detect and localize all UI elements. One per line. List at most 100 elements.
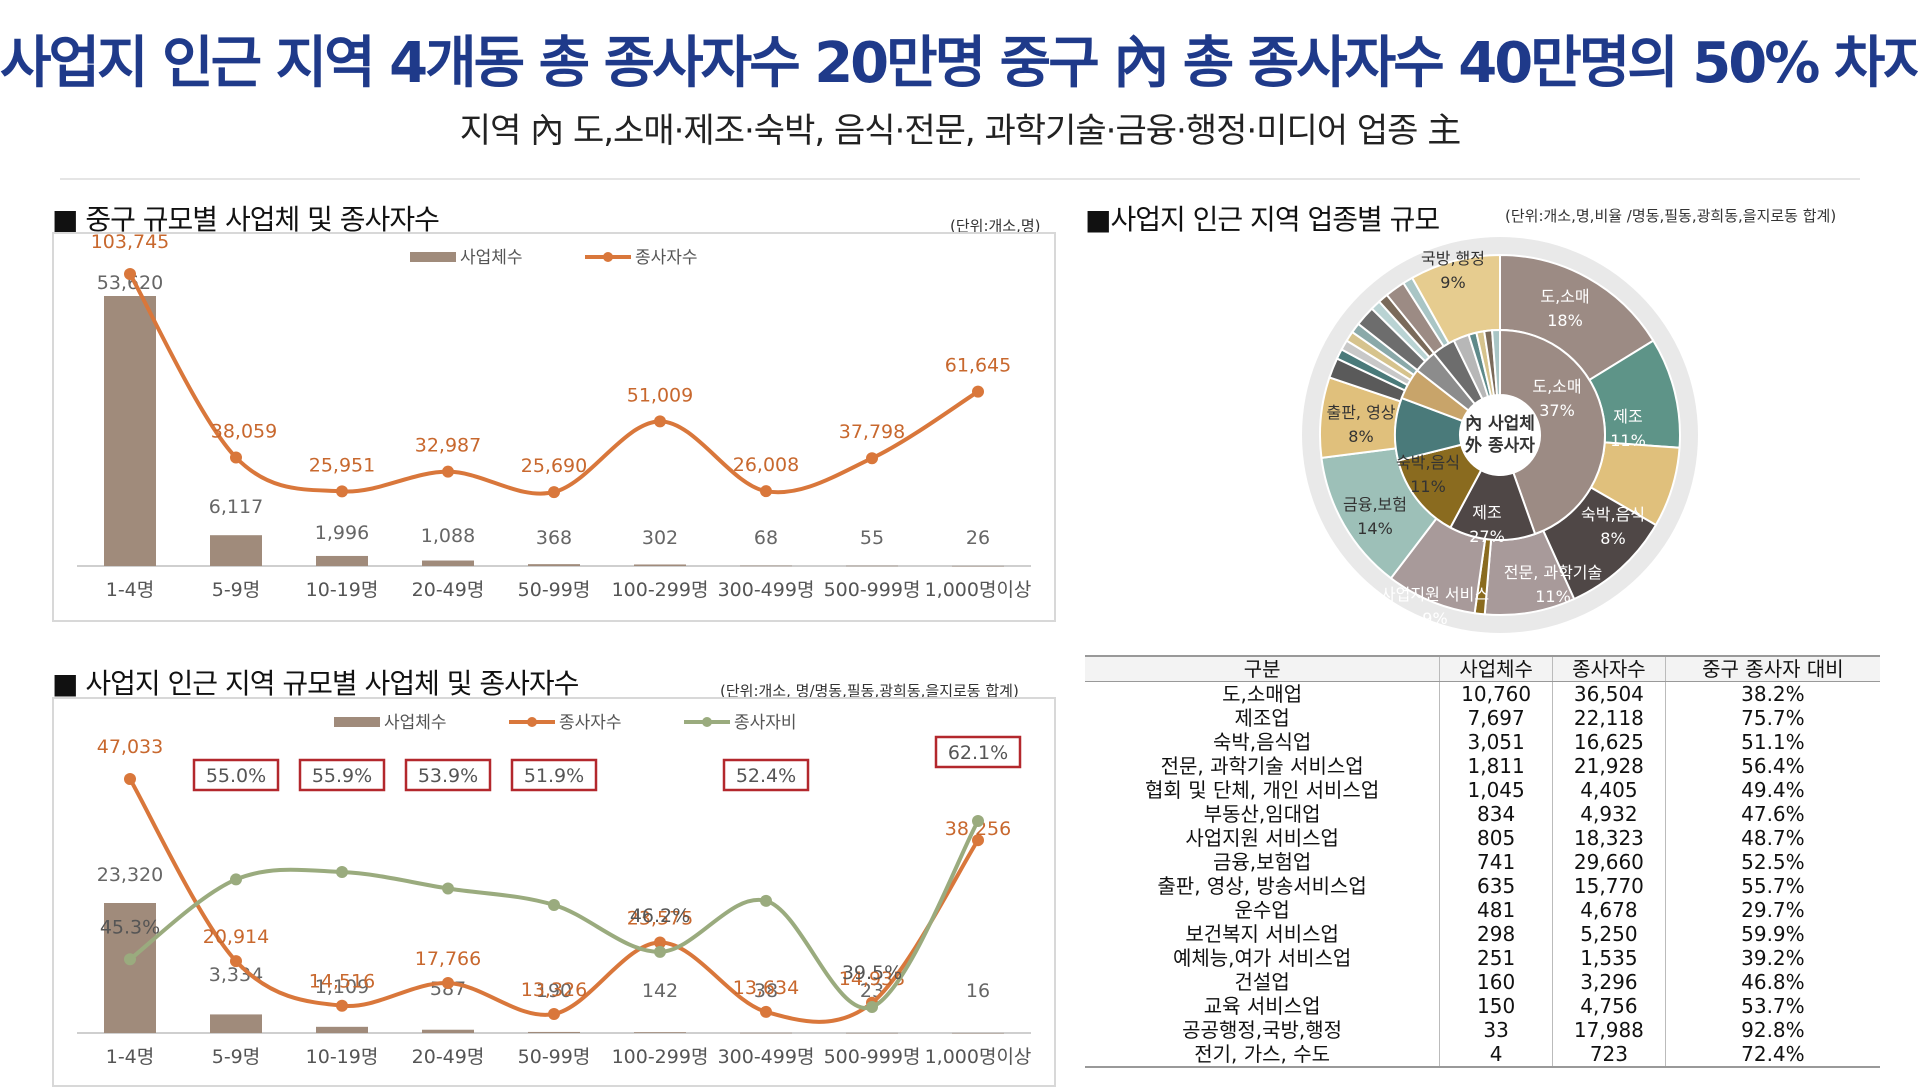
series-point	[548, 1008, 560, 1020]
bar-value-label: 38	[754, 980, 778, 1002]
chart1-svg: 사업체수 종사자수 53,620 6,117 1,996 1,088 368 302 68 55 2…	[77, 231, 1031, 601]
table-cell: 805	[1439, 826, 1554, 850]
table-row: 전문, 과학기술 서비스업 1,811 21,928 56.4%	[1085, 754, 1880, 778]
x-tick-label: 1,000명이상	[925, 1046, 1032, 1068]
table-cell: 4,405	[1552, 778, 1666, 802]
table-cell: 16,625	[1552, 730, 1666, 754]
table-row: 부동산,임대업 834 4,932 47.6%	[1085, 802, 1880, 826]
pie-slice-label: 제조	[1472, 503, 1501, 522]
table-row: 사업지원 서비스업 805 18,323 48.7%	[1085, 826, 1880, 850]
pie-center-label-2: 外 종사자	[1465, 435, 1535, 456]
pie-slice-label: 18%	[1547, 311, 1583, 330]
table-cell: 21,928	[1552, 754, 1666, 778]
bar-value-label: 1,996	[315, 522, 369, 544]
bar-value-label: 16	[966, 980, 990, 1002]
legend-swatch-dot	[702, 717, 712, 727]
bar	[740, 565, 792, 567]
table-cell: 사업지원 서비스업	[1085, 826, 1441, 850]
table-column-header: 구분	[1085, 655, 1441, 682]
series-point	[442, 465, 454, 478]
x-tick-label: 500-999명	[824, 1046, 921, 1068]
table-body: 도,소매업 10,760 36,504 38.2% 제조업 7,697 22,118 75.7…	[1085, 681, 1880, 1068]
series-point	[548, 486, 560, 499]
highlight-box	[722, 758, 810, 792]
x-tick-label: 50-99명	[518, 1046, 591, 1068]
x-tick-label: 50-99명	[518, 579, 591, 601]
table-row: 협회 및 단체, 개인 서비스업 1,045 4,405 49.4%	[1085, 778, 1880, 802]
pie-slice-label: 도,소매	[1540, 287, 1589, 306]
bar-value-label: 26	[966, 527, 990, 549]
line-value-label: 38,059	[211, 421, 277, 443]
table-cell: 운수업	[1085, 898, 1441, 922]
bar-value-label: 368	[536, 527, 572, 549]
table-cell: 75.7%	[1664, 706, 1880, 730]
line-value-label: 13,326	[521, 979, 587, 1001]
bar-value-label: 1,088	[421, 525, 475, 547]
table-cell: 46.8%	[1664, 970, 1880, 994]
x-tick-label: 1-4명	[106, 579, 155, 601]
x-tick-label: 1-4명	[106, 1046, 155, 1068]
table-column-header: 종사자수	[1552, 655, 1666, 682]
pie-slice-label: 전문, 과학기술	[1504, 563, 1603, 582]
line-value-label: 46.2%	[630, 905, 690, 927]
legend-swatch-dot	[603, 252, 613, 262]
pie-slice-label: 11%	[1410, 477, 1446, 496]
table-cell: 92.8%	[1664, 1018, 1880, 1042]
line-value-label: 55.9%	[312, 765, 372, 787]
bar	[210, 1014, 262, 1033]
table-cell: 51.1%	[1664, 730, 1880, 754]
table-cell: 17,988	[1552, 1018, 1666, 1042]
series-point	[548, 898, 560, 911]
pie-center-label-1: 內 사업체	[1465, 414, 1535, 434]
bar	[634, 564, 686, 566]
table-cell: 건설업	[1085, 970, 1441, 994]
bar-value-label: 68	[754, 527, 778, 549]
table-cell: 7,697	[1439, 706, 1554, 730]
bar	[528, 1031, 580, 1033]
highlight-box	[510, 758, 598, 792]
legend-label: 사업체수	[460, 248, 523, 268]
line-value-label: 14,933	[839, 968, 905, 990]
line-value-label: 45.3%	[100, 916, 160, 938]
table-cell: 3,051	[1439, 730, 1554, 754]
x-tick-label: 20-49명	[412, 1046, 485, 1068]
bar	[634, 1032, 686, 1033]
subtitle: 지역 內 도,소매·제조·숙박, 음식·전문, 과학기술·금융·행정·미디어 업…	[459, 111, 1461, 151]
bar	[740, 1032, 792, 1034]
table-row: 공공행정,국방,행정 33 17,988 92.8%	[1085, 1018, 1880, 1042]
bar-value-label: 23,320	[97, 864, 163, 886]
table-cell: 전기, 가스, 수도	[1085, 1042, 1441, 1068]
pie-slice-label: 11%	[1535, 587, 1571, 606]
chart1-title: ■ 중구 규모별 사업체 및 종사자수	[52, 203, 440, 236]
series-point	[230, 451, 242, 464]
table-cell: 18,323	[1552, 826, 1666, 850]
series-point	[972, 815, 984, 827]
table-cell: 834	[1439, 802, 1554, 826]
pie-slice-label: 사업지원 서비스	[1381, 585, 1489, 604]
series-point	[442, 882, 454, 895]
series-point	[336, 866, 348, 879]
chart2-svg: 사업체수종사자수종사자비23,3203,3341,109587190142382…	[77, 713, 1032, 1068]
table-cell: 22,118	[1552, 706, 1666, 730]
bar-value-label: 53,620	[97, 272, 163, 294]
series-point	[760, 1005, 772, 1018]
chart2-panel: 사업체수종사자수종사자비23,3203,3341,109587190142382…	[52, 697, 1056, 1087]
pie-slice-label: 27%	[1469, 527, 1505, 546]
line-value-label: 17,766	[415, 948, 481, 970]
table-cell: 예체능,여가 서비스업	[1085, 946, 1441, 970]
line-value-label: 52.4%	[736, 765, 796, 787]
bar	[316, 1026, 368, 1033]
table-cell: 52.5%	[1664, 850, 1880, 874]
pie-slice-label: 숙박,음식	[1396, 453, 1460, 472]
series-point	[230, 873, 242, 886]
table-cell: 도,소매업	[1085, 681, 1441, 706]
bar	[210, 535, 262, 566]
table-cell: 56.4%	[1664, 754, 1880, 778]
table-row: 숙박,음식업 3,051 16,625 51.1%	[1085, 730, 1880, 754]
x-tick-label: 10-19명	[306, 1046, 379, 1068]
bar	[952, 565, 1004, 567]
line-value-label: 25,951	[309, 454, 375, 476]
line-value-label: 51,009	[627, 384, 693, 406]
